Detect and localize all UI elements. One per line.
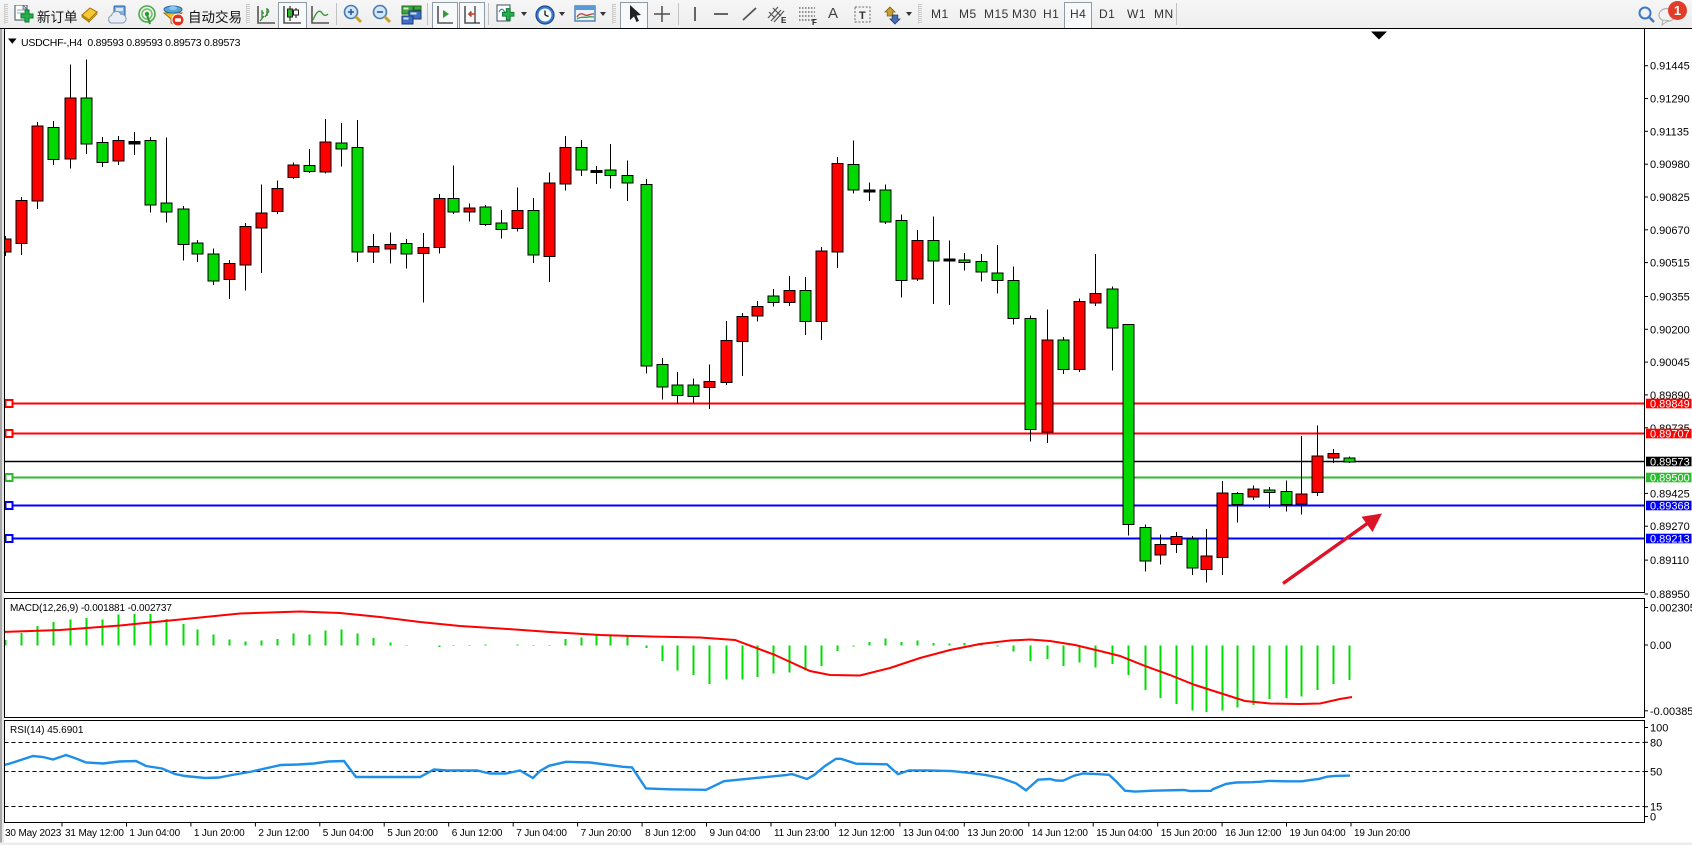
svg-text:0.88950: 0.88950 — [1650, 589, 1690, 601]
svg-text:0.90825: 0.90825 — [1650, 192, 1690, 204]
svg-text:16 Jun 12:00: 16 Jun 12:00 — [1225, 828, 1282, 839]
svg-text:E: E — [781, 16, 787, 25]
svg-text:1 Jun 04:00: 1 Jun 04:00 — [129, 828, 180, 839]
svg-text:0: 0 — [1650, 812, 1656, 824]
svg-text:0.89368: 0.89368 — [1650, 501, 1690, 513]
svg-text:0.002305: 0.002305 — [1650, 603, 1692, 615]
svg-text:9 Jun 04:00: 9 Jun 04:00 — [710, 828, 761, 839]
svg-text:0.90355: 0.90355 — [1650, 292, 1690, 304]
svg-text:14 Jun 12:00: 14 Jun 12:00 — [1032, 828, 1089, 839]
svg-text:MACD(12,26,9) -0.001881 -0.002: MACD(12,26,9) -0.001881 -0.002737 — [10, 603, 172, 614]
svg-text:0.91290: 0.91290 — [1650, 94, 1690, 106]
svg-text:0.00: 0.00 — [1650, 640, 1671, 652]
svg-text:0.90980: 0.90980 — [1650, 159, 1690, 171]
svg-text:11 Jun 23:00: 11 Jun 23:00 — [774, 828, 830, 839]
svg-text:F: F — [812, 18, 817, 26]
svg-text:7 Jun 04:00: 7 Jun 04:00 — [516, 828, 567, 839]
svg-text:13 Jun 20:00: 13 Jun 20:00 — [967, 828, 1024, 839]
svg-text:13 Jun 04:00: 13 Jun 04:00 — [903, 828, 960, 839]
svg-text:USDCHF-,H4 0.89593 0.89593 0.: USDCHF-,H4 0.89593 0.89593 0.89573 0.895… — [21, 37, 241, 49]
svg-text:0.89573: 0.89573 — [1650, 457, 1690, 469]
svg-text:80: 80 — [1650, 737, 1662, 749]
svg-text:0.91135: 0.91135 — [1650, 126, 1689, 138]
svg-text:0.89110: 0.89110 — [1650, 555, 1689, 567]
svg-text:0.90045: 0.90045 — [1650, 357, 1690, 369]
svg-text:0.89707: 0.89707 — [1650, 429, 1690, 441]
svg-text:1 Jun 20:00: 1 Jun 20:00 — [194, 828, 245, 839]
svg-text:-0.003855: -0.003855 — [1650, 706, 1692, 718]
svg-text:0.89849: 0.89849 — [1650, 399, 1690, 411]
svg-text:0.89213: 0.89213 — [1650, 534, 1690, 546]
svg-text:31 May 12:00: 31 May 12:00 — [65, 828, 124, 839]
svg-text:0.91445: 0.91445 — [1650, 61, 1690, 73]
svg-text:0.89270: 0.89270 — [1650, 521, 1690, 533]
svg-text:100: 100 — [1650, 723, 1668, 735]
svg-text:0.89425: 0.89425 — [1650, 488, 1690, 500]
svg-text:8 Jun 12:00: 8 Jun 12:00 — [645, 828, 696, 839]
svg-text:0.90200: 0.90200 — [1650, 324, 1690, 336]
svg-text:15 Jun 20:00: 15 Jun 20:00 — [1161, 828, 1218, 839]
svg-text:5 Jun 20:00: 5 Jun 20:00 — [387, 828, 438, 839]
svg-text:30 May 2023: 30 May 2023 — [5, 828, 62, 839]
svg-text:0.90670: 0.90670 — [1650, 225, 1690, 237]
svg-text:50: 50 — [1650, 767, 1662, 779]
svg-text:12 Jun 12:00: 12 Jun 12:00 — [838, 828, 895, 839]
svg-text:RSI(14) 45.6901: RSI(14) 45.6901 — [10, 725, 84, 736]
svg-text:19 Jun 20:00: 19 Jun 20:00 — [1354, 828, 1411, 839]
svg-text:6 Jun 12:00: 6 Jun 12:00 — [452, 828, 503, 839]
svg-text:19 Jun 04:00: 19 Jun 04:00 — [1290, 828, 1347, 839]
svg-text:7 Jun 20:00: 7 Jun 20:00 — [581, 828, 632, 839]
svg-text:5 Jun 04:00: 5 Jun 04:00 — [323, 828, 374, 839]
svg-text:0.89500: 0.89500 — [1650, 473, 1690, 485]
svg-text:15: 15 — [1650, 802, 1662, 814]
svg-text:15 Jun 04:00: 15 Jun 04:00 — [1096, 828, 1153, 839]
svg-text:0.90515: 0.90515 — [1650, 258, 1690, 270]
svg-text:2 Jun 12:00: 2 Jun 12:00 — [258, 828, 309, 839]
svg-text:T: T — [859, 10, 866, 22]
